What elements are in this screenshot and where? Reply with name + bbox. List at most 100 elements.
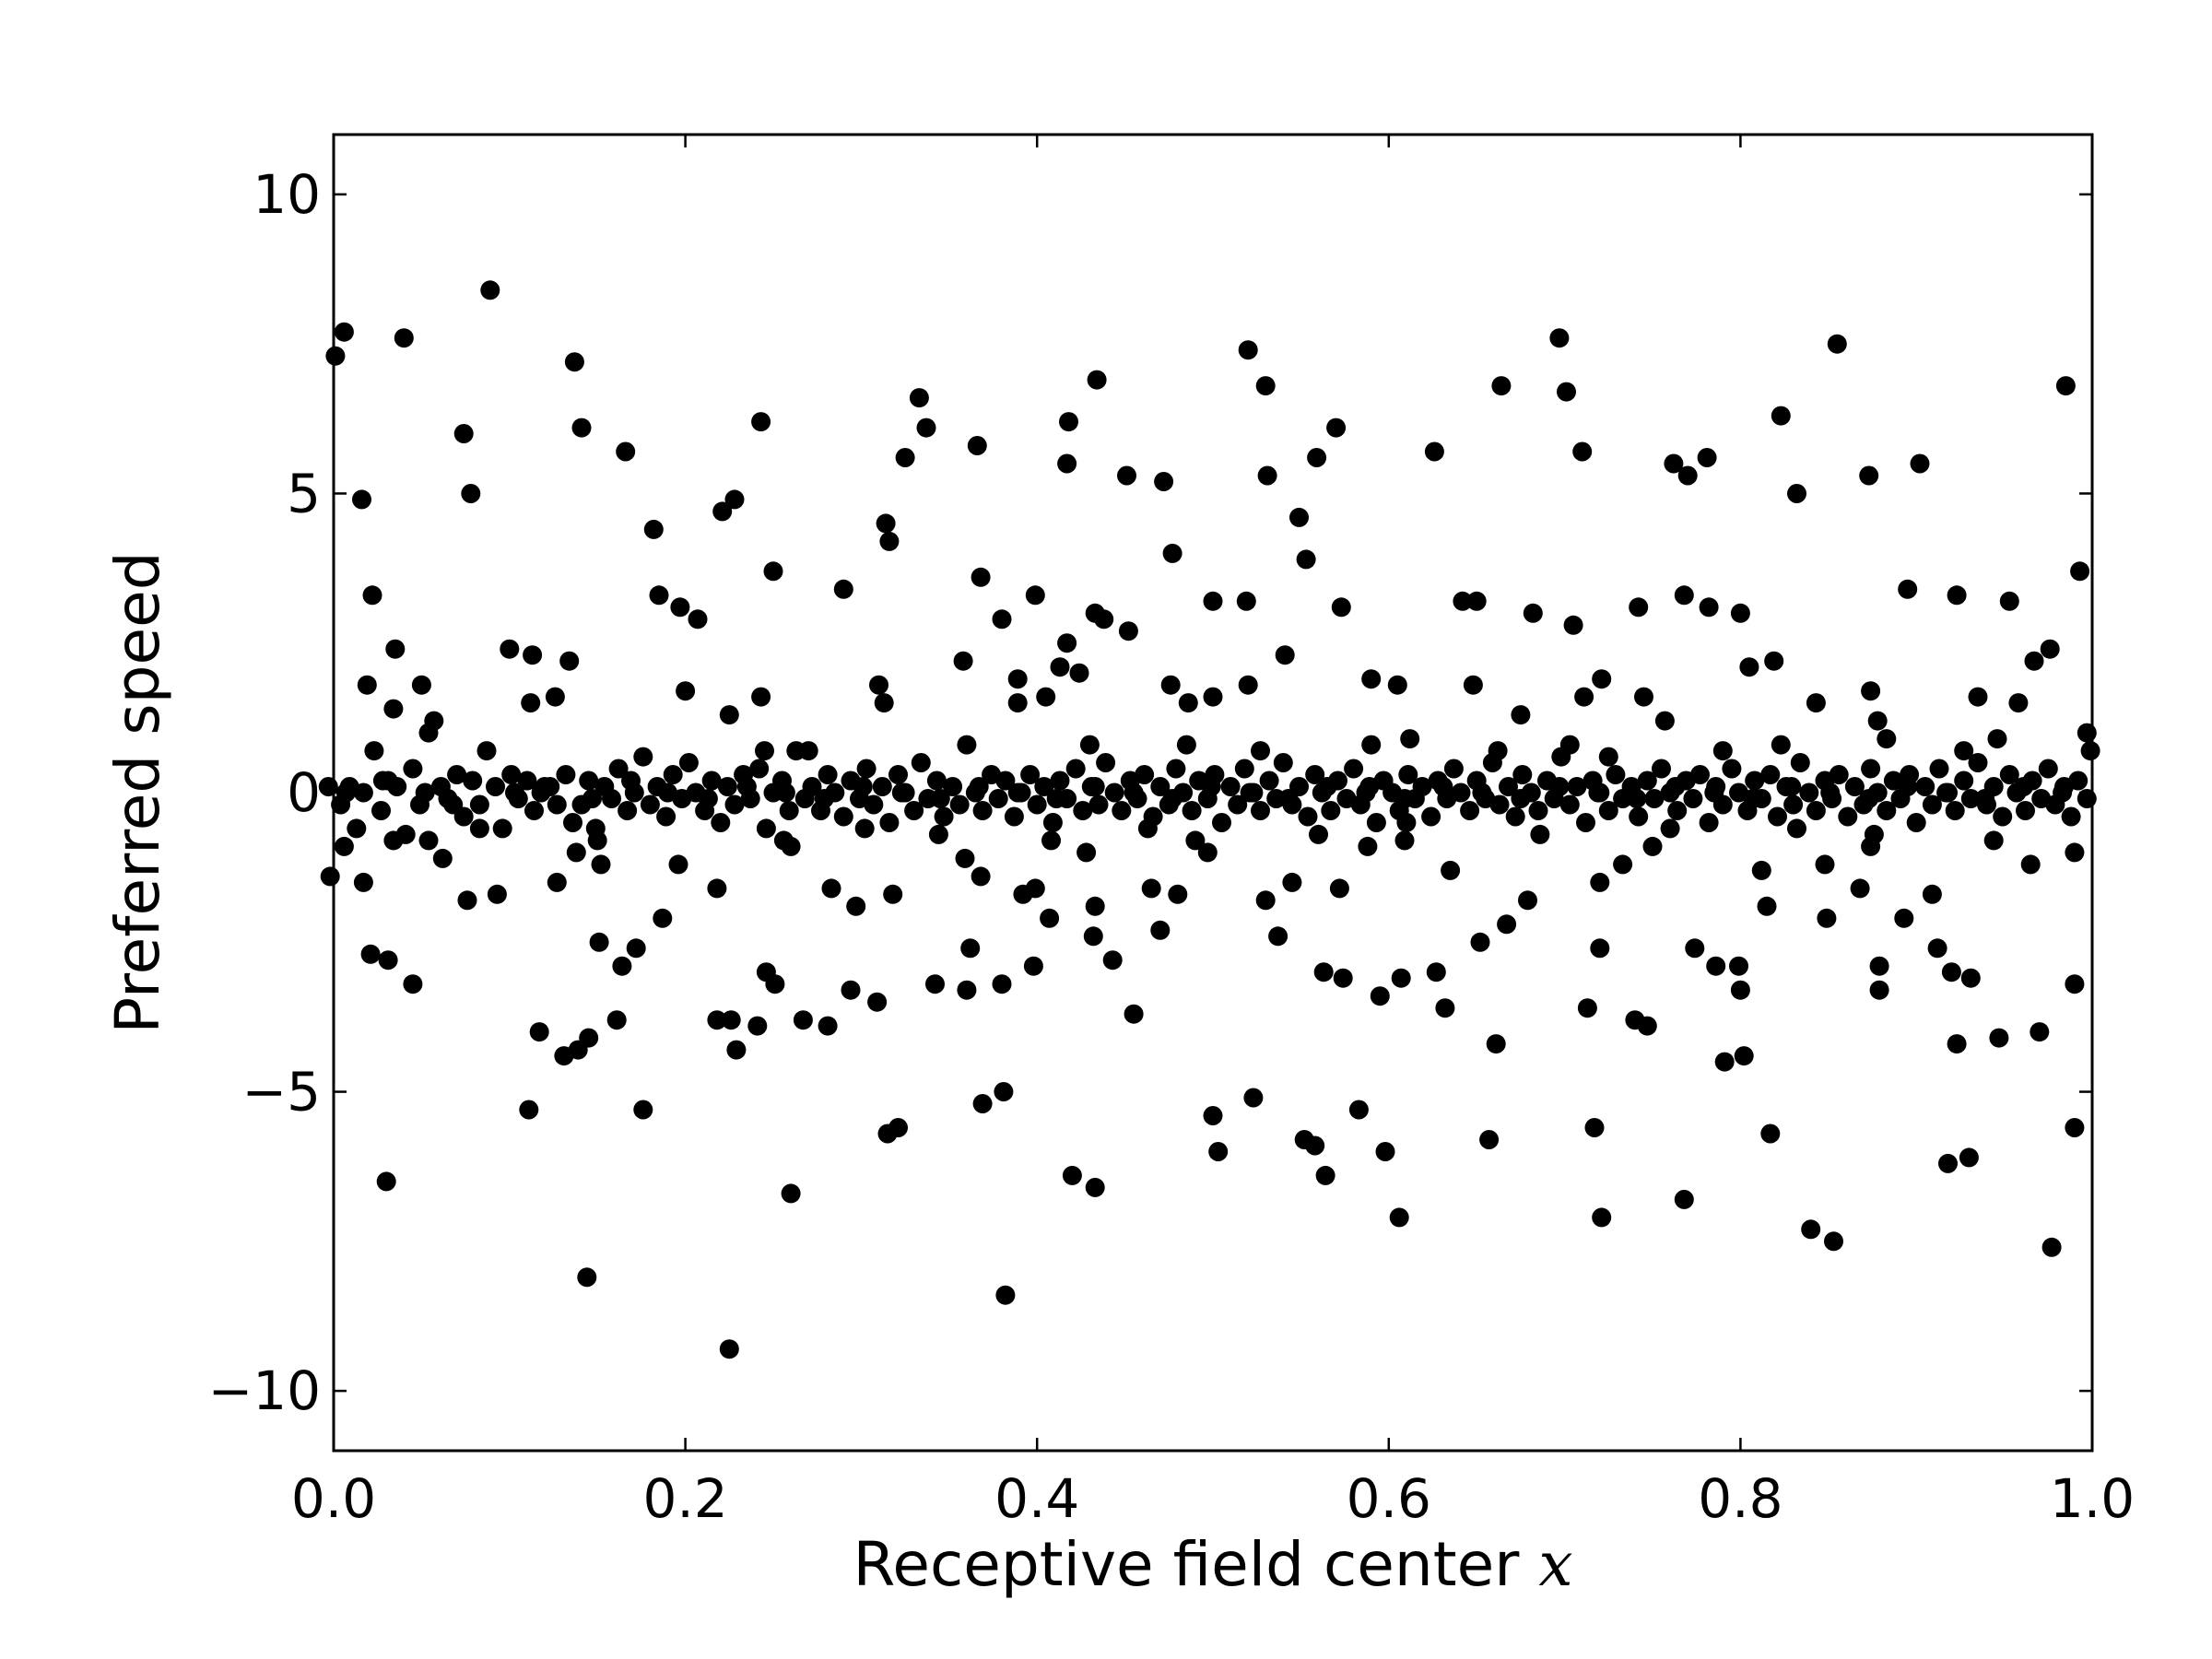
data-point (1050, 771, 1070, 791)
data-point (1960, 968, 1981, 988)
data-point (1627, 789, 1647, 808)
data-point (564, 352, 584, 372)
data-point (1674, 585, 1694, 606)
data-point (1654, 711, 1675, 731)
data-point (1212, 813, 1231, 832)
data-point (846, 896, 866, 916)
data-point (1790, 753, 1810, 772)
data-point (707, 1010, 727, 1030)
data-point (424, 711, 444, 731)
data-point (1652, 759, 1671, 779)
data-point (501, 765, 522, 784)
data-point (1137, 818, 1158, 839)
data-point (1333, 968, 1353, 988)
data-point (2020, 854, 2041, 875)
data-point (1572, 441, 1593, 462)
data-point (1421, 806, 1441, 827)
y-tick-label: −10 (208, 1359, 321, 1422)
data-point (579, 1028, 599, 1048)
data-point (1730, 603, 1750, 623)
data-point (1518, 890, 1537, 911)
data-point (765, 974, 785, 994)
y-tick-label: −5 (242, 1061, 322, 1124)
data-point (1025, 585, 1045, 606)
data-point (1257, 465, 1277, 486)
data-point (1704, 782, 1724, 803)
data-point (1228, 794, 1248, 815)
data-point (1664, 453, 1684, 474)
data-point (1087, 370, 1107, 390)
data-point (395, 824, 416, 844)
data-point (904, 801, 924, 820)
data-point (1683, 789, 1703, 808)
data-point (841, 980, 861, 1000)
data-point (500, 639, 520, 659)
data-point (821, 878, 841, 899)
data-point (1255, 890, 1276, 911)
data-point (1987, 729, 2007, 749)
data-point (1869, 980, 1889, 1000)
x-tick-label: 0.8 (1698, 1467, 1783, 1530)
data-point (869, 675, 888, 695)
data-point (688, 609, 708, 629)
data-point (1861, 759, 1881, 779)
data-point (1760, 765, 1781, 784)
data-point (1574, 687, 1594, 707)
data-point (1344, 759, 1364, 779)
data-point (621, 771, 641, 791)
data-point (1771, 735, 1791, 755)
data-point (547, 794, 567, 815)
data-point (798, 741, 818, 761)
data-point (1317, 777, 1337, 796)
data-point (988, 789, 1008, 808)
data-point (949, 794, 970, 815)
data-point (775, 782, 795, 803)
data-point (658, 782, 677, 803)
data-point (517, 771, 537, 791)
data-point (1938, 1153, 1958, 1173)
data-point (1968, 753, 1988, 772)
data-point (1954, 741, 1974, 761)
data-point (1321, 801, 1341, 820)
data-point (1046, 789, 1066, 808)
data-point (1203, 687, 1223, 707)
data-point (1394, 830, 1415, 851)
data-point (1160, 675, 1181, 695)
data-point (1511, 705, 1531, 725)
x-axis-label-text: Receptive field center (853, 1529, 1520, 1600)
data-point (1674, 1189, 1694, 1209)
data-point (656, 806, 677, 827)
data-point (1929, 759, 1949, 779)
data-point (1927, 938, 1947, 959)
data-point (352, 489, 371, 510)
data-point (1592, 669, 1612, 689)
data-point (1563, 615, 1583, 635)
data-point (1361, 669, 1382, 689)
data-point (2061, 806, 2081, 827)
data-point (1782, 777, 1802, 796)
data-point (1094, 609, 1114, 629)
data-point (2053, 782, 2073, 803)
data-point (751, 687, 771, 707)
data-point (1817, 908, 1837, 928)
data-point (1764, 651, 1784, 671)
data-point (1549, 777, 1570, 796)
data-point (1690, 765, 1710, 784)
data-point (487, 884, 507, 904)
data-point (1588, 782, 1608, 803)
data-point (1313, 962, 1334, 982)
data-point (608, 759, 629, 779)
data-point (1606, 765, 1626, 784)
data-point (1307, 448, 1327, 467)
data-point (1771, 406, 1791, 426)
data-point (1036, 687, 1056, 707)
data-point (1820, 782, 1841, 803)
data-point (1435, 998, 1455, 1018)
data-point (1910, 453, 1930, 474)
data-point (883, 884, 903, 904)
data-point (1629, 806, 1649, 827)
data-point (591, 854, 611, 875)
data-point (1491, 376, 1512, 396)
data-point (1730, 980, 1750, 1000)
